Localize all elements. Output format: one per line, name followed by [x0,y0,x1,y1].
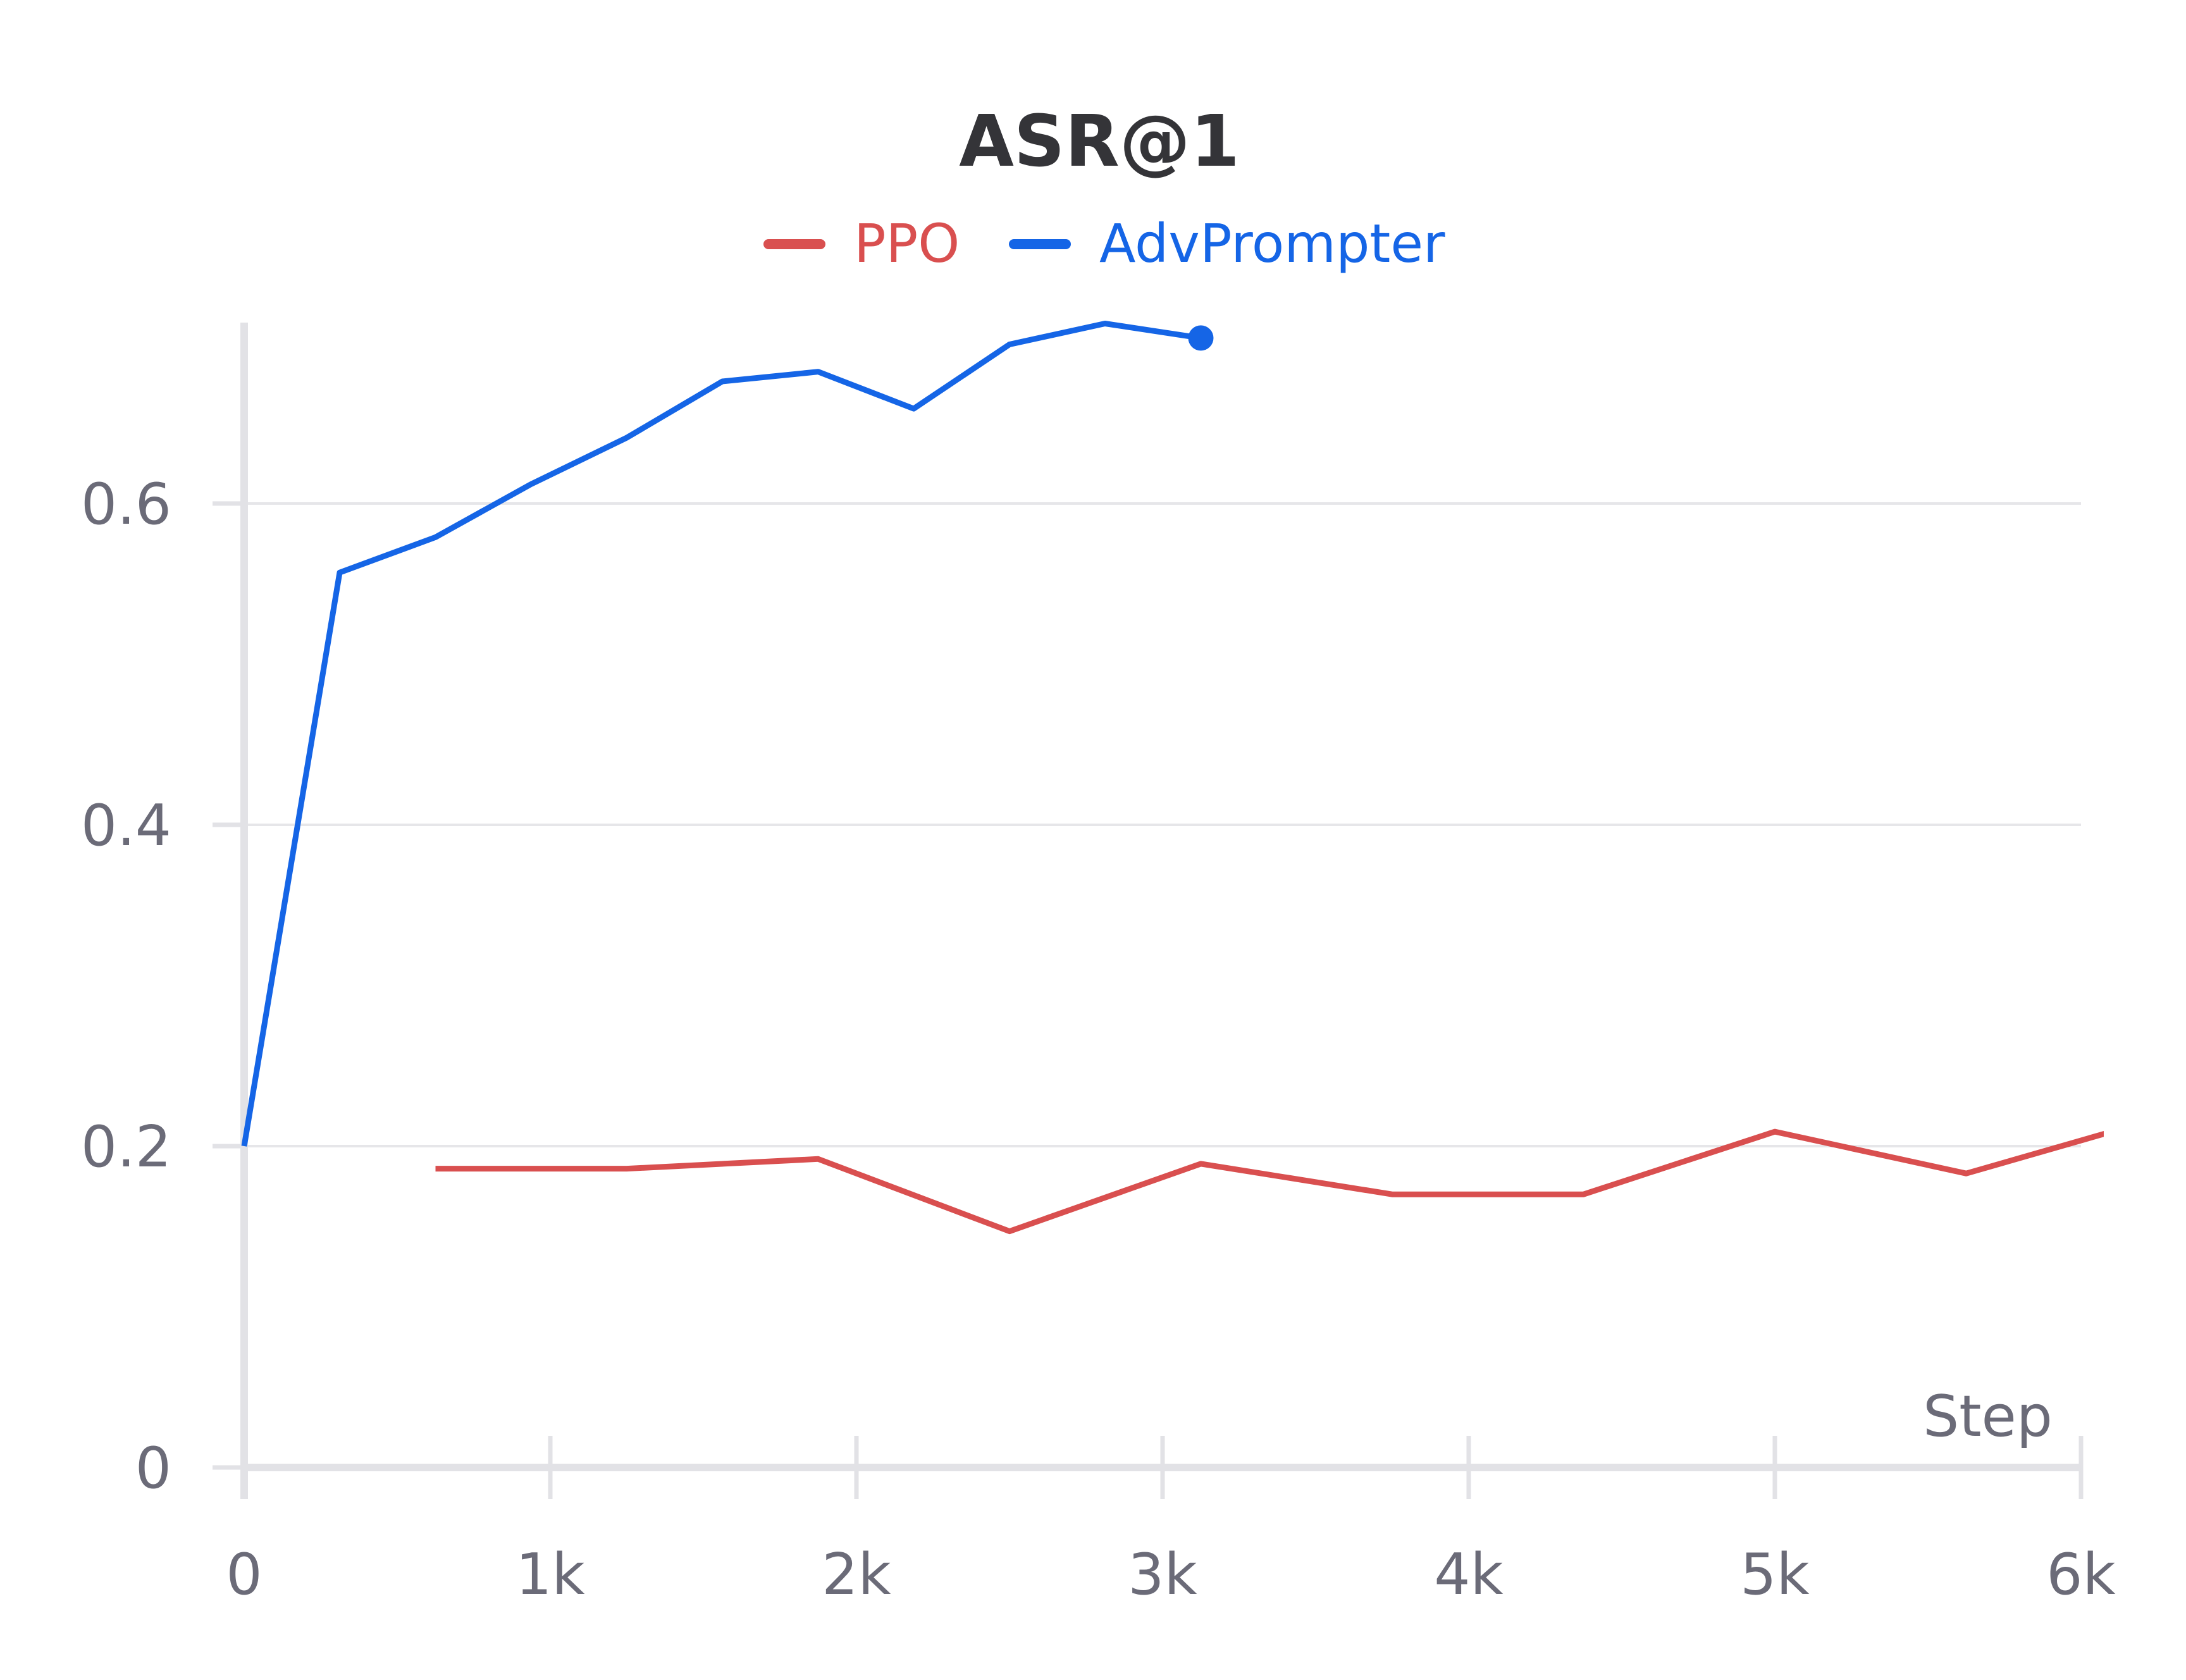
x-tick-label: 1k [516,1541,584,1608]
chart-title: ASR@1 [959,101,1240,183]
y-tick-label: 0.2 [81,1114,171,1180]
x-tick-label: 6k [2046,1541,2115,1608]
x-tick-label: 3k [1128,1541,1197,1608]
x-tick-label: 5k [1740,1541,1809,1608]
y-tick-label: 0 [135,1435,171,1502]
series-end-marker-advprompter [1188,325,1214,351]
y-tick-label: 0.6 [81,471,171,538]
legend: PPO AdvPrompter [763,213,1445,275]
grid-layer [244,502,2081,1147]
legend-label: AdvPrompter [1099,213,1445,275]
x-tick-label: 2k [822,1541,891,1608]
x-tick-label: 4k [1434,1541,1503,1608]
x-axis-title: Step [1923,1383,2053,1450]
axis-layer [213,323,2084,1499]
series-line-advprompter [241,321,1202,1147]
series-layer [241,321,2104,1235]
series-line-ppo [435,1128,2104,1235]
y-tick-label: 0.4 [81,793,171,859]
legend-label: PPO [854,213,960,275]
label-layer: 0 0.2 0.4 0.6 0 1k 2k 3k 4k 5k 6k Step ASR@1 [81,101,2116,1608]
x-tick-label: 0 [226,1541,262,1608]
